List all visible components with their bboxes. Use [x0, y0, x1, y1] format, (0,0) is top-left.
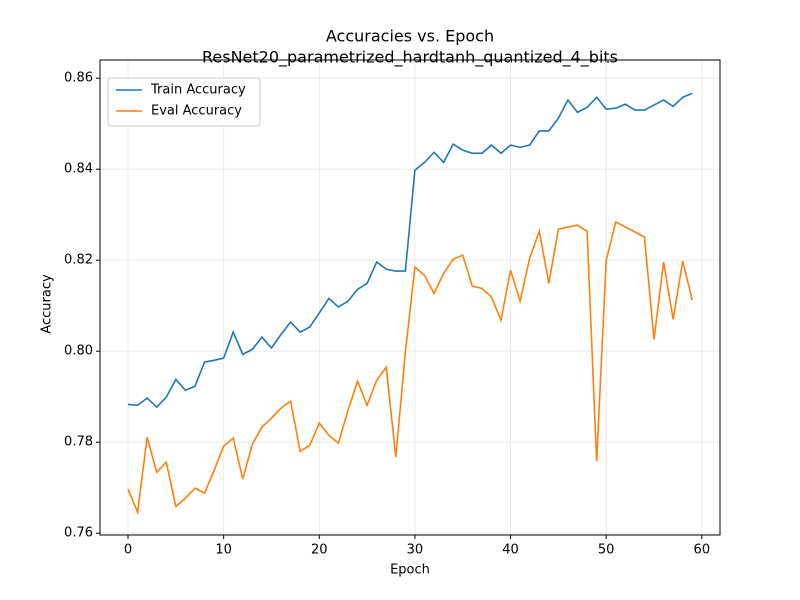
x-tick-label: 20: [311, 543, 328, 558]
x-tick-label: 0: [124, 543, 132, 558]
y-tick-label: 0.86: [64, 71, 93, 86]
line-series: [127, 220, 694, 516]
x-tick-label: 60: [694, 543, 711, 558]
y-tick-label: 0.84: [64, 162, 93, 177]
legend-label: Train Accuracy: [150, 83, 246, 98]
x-tick-label: 10: [215, 543, 232, 558]
legend-label: Eval Accuracy: [151, 104, 242, 119]
chart-title: Accuracies vs. Epoch: [326, 27, 494, 46]
y-axis-label: Accuracy: [40, 274, 55, 334]
x-tick-label: 40: [502, 543, 519, 558]
plot-frame: [99, 59, 721, 536]
y-tick-label: 0.80: [64, 344, 93, 359]
legend-box: [107, 77, 261, 127]
chart-subtitle: ResNet20_parametrized_hardtanh_quantized…: [202, 48, 618, 68]
y-tick-label: 0.82: [64, 253, 93, 268]
line-series: [127, 92, 693, 409]
y-tick-label: 0.76: [64, 526, 93, 541]
legend: Train Accuracy Eval Accuracy: [107, 77, 261, 127]
x-axis-label: Epoch: [390, 563, 430, 578]
y-tick-label: 0.78: [64, 435, 93, 450]
x-tick-label: 30: [407, 543, 424, 558]
x-tick-label: 50: [598, 543, 615, 558]
